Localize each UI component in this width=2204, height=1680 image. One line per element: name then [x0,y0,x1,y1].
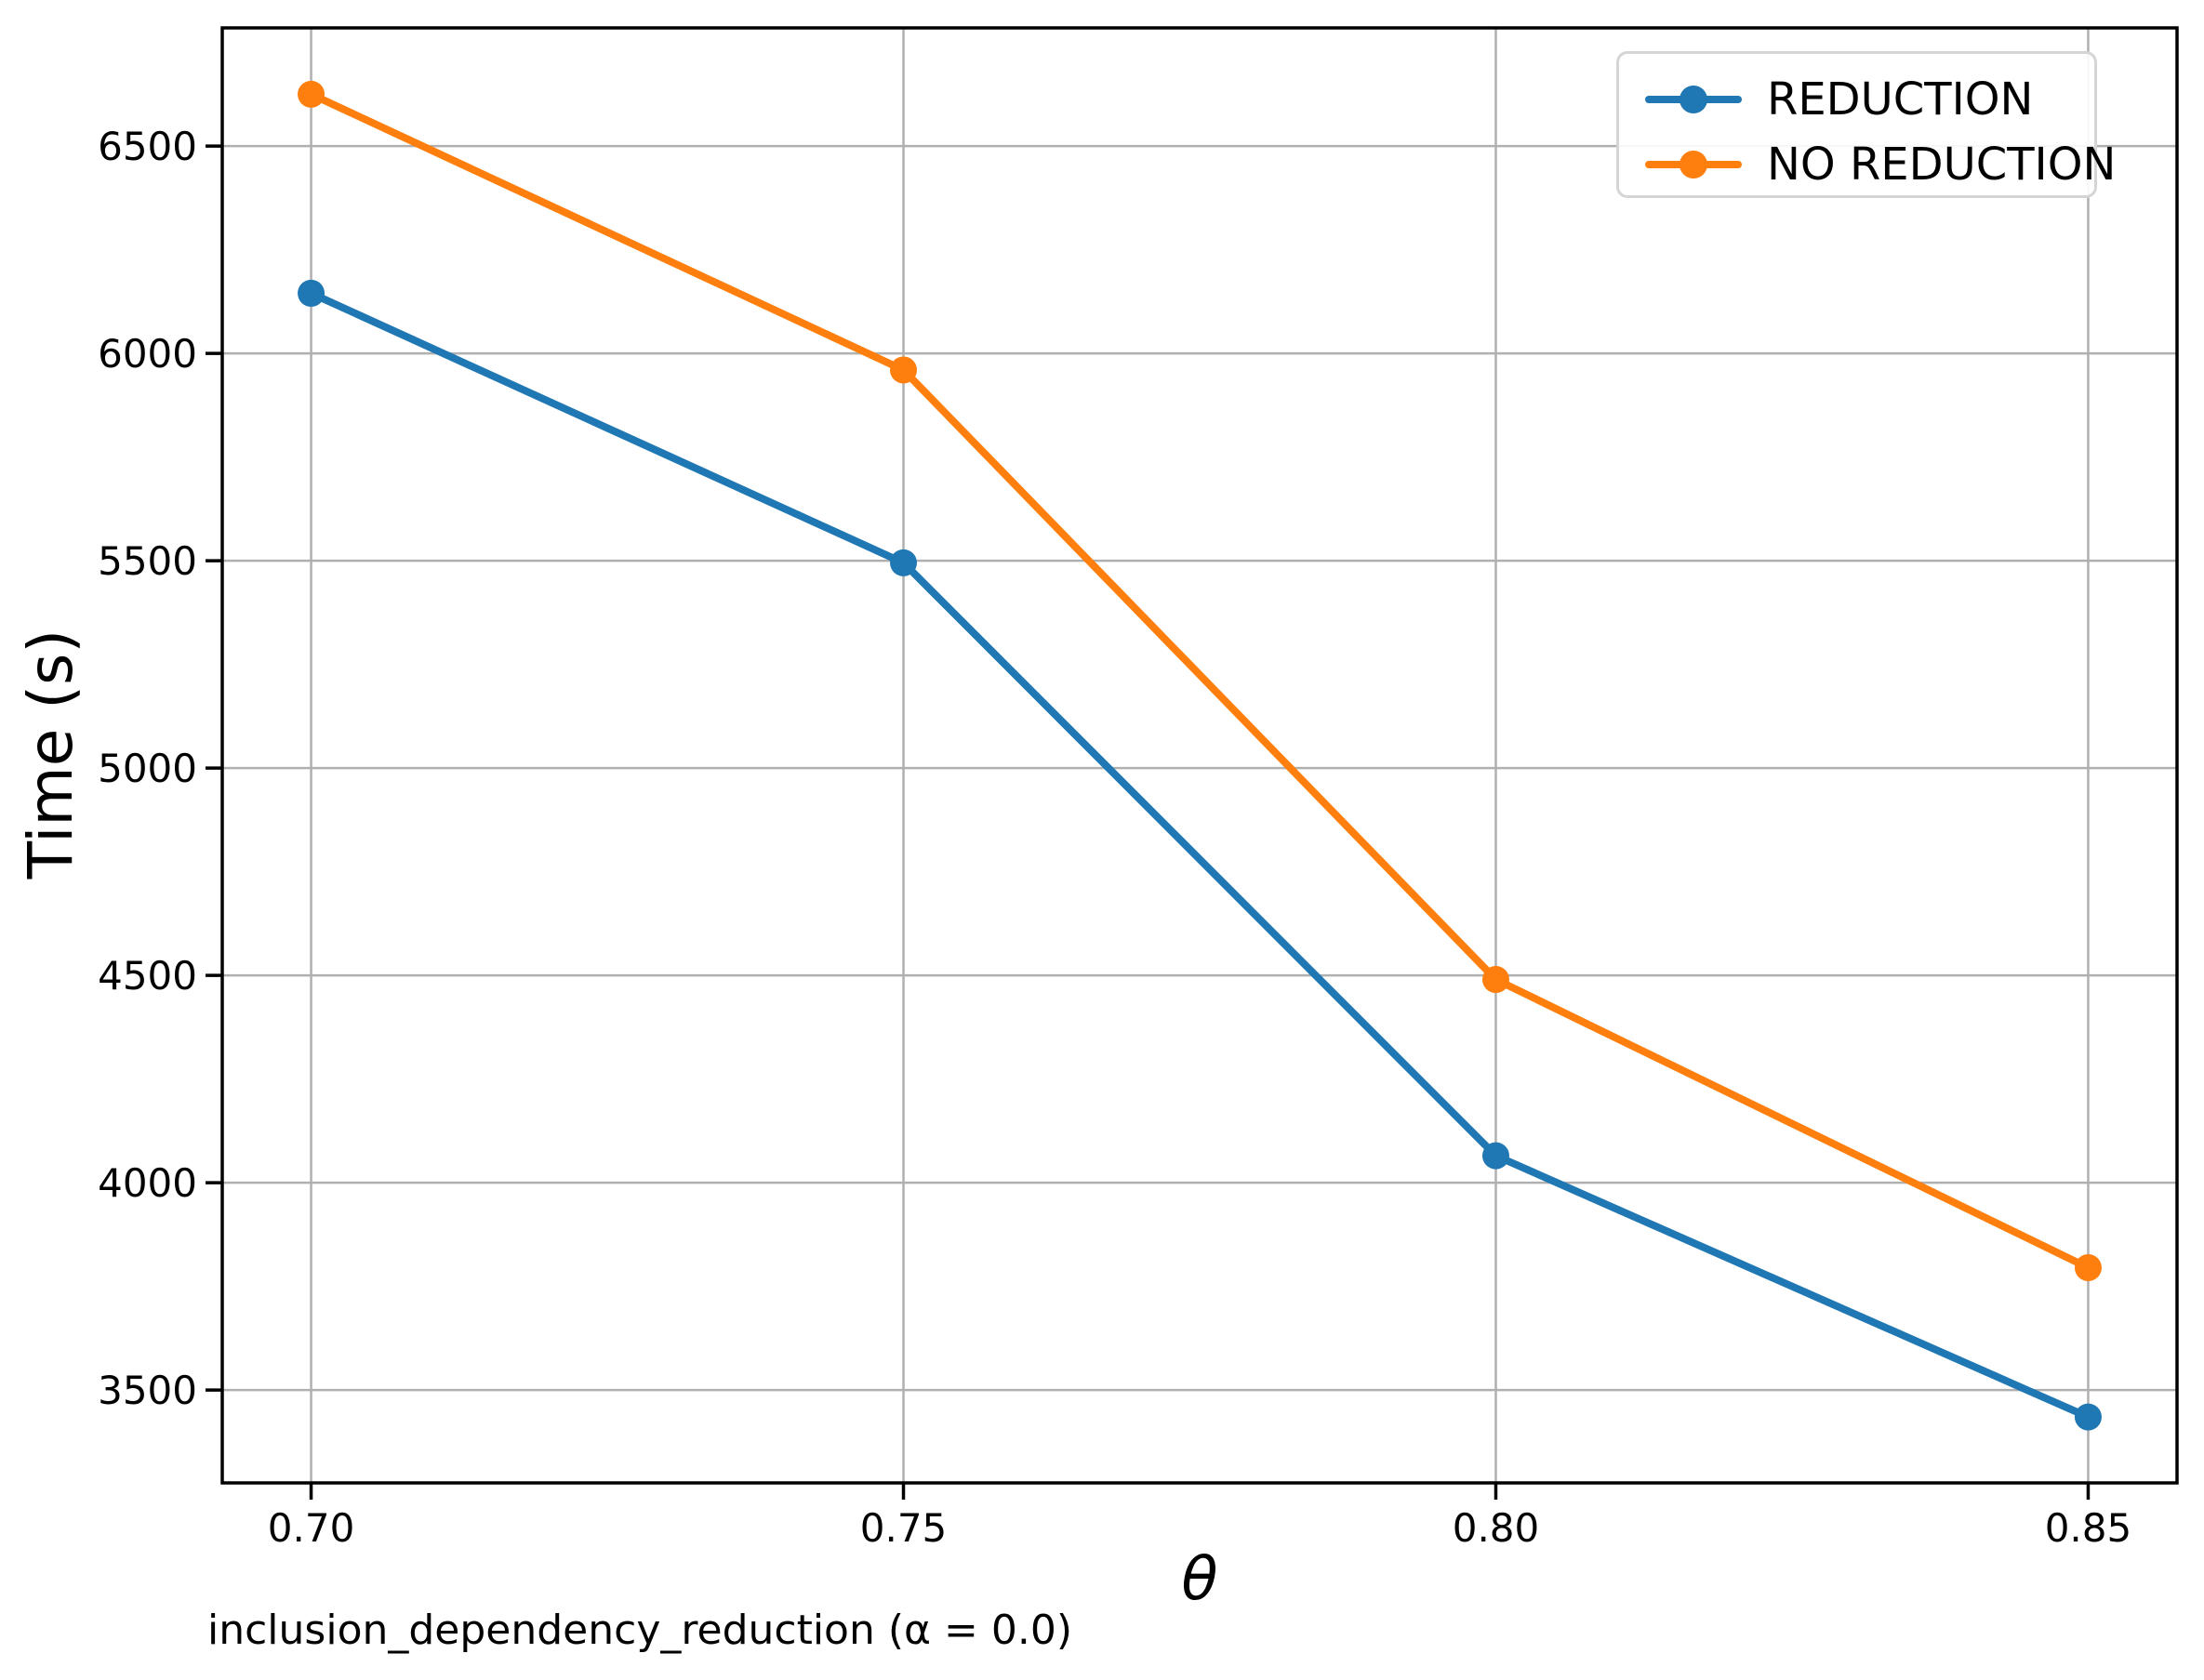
y-tick-label: 6500 [98,124,197,169]
x-tick-label: 0.80 [1453,1505,1540,1551]
y-tick-label: 5500 [98,538,197,584]
data-point-no-reduction [298,80,325,108]
data-point-reduction [298,279,325,307]
x-axis-label: θ [1181,1545,1218,1614]
data-point-reduction [1481,1142,1509,1170]
x-tick-label: 0.70 [268,1505,355,1551]
x-tick-label: 0.85 [2045,1505,2132,1551]
legend-marker-no-reduction [1645,151,1742,179]
data-point-no-reduction [890,356,918,384]
legend-dot-icon [1680,151,1707,179]
axes-border [220,26,2179,1485]
data-point-no-reduction [1481,966,1509,994]
series-line-no-reduction [307,90,2092,1272]
legend-item-reduction: REDUCTION [1619,67,2094,132]
data-point-reduction [890,549,918,576]
x-tick-label: 0.75 [860,1505,948,1551]
y-tick-label: 4500 [98,953,197,999]
legend: REDUCTION NO REDUCTION [1616,51,2116,198]
y-tick-label: 3500 [98,1368,197,1413]
data-point-reduction [2074,1403,2102,1431]
data-point-no-reduction [2074,1254,2102,1282]
y-tick-label: 5000 [98,746,197,791]
legend-label: REDUCTION [1767,73,2034,126]
series-line-reduction [307,289,2092,1422]
y-axis-label: Time (s) [15,628,86,880]
y-tick-label: 4000 [98,1160,197,1206]
figure-caption: inclusion_dependency_reduction (α = 0.0) [207,1607,1072,1654]
legend-label: NO REDUCTION [1767,139,2117,191]
y-tick-label: 6000 [98,331,197,377]
legend-marker-reduction [1645,86,1742,113]
legend-item-no-reduction: NO REDUCTION [1619,132,2116,197]
legend-dot-icon [1680,86,1707,113]
